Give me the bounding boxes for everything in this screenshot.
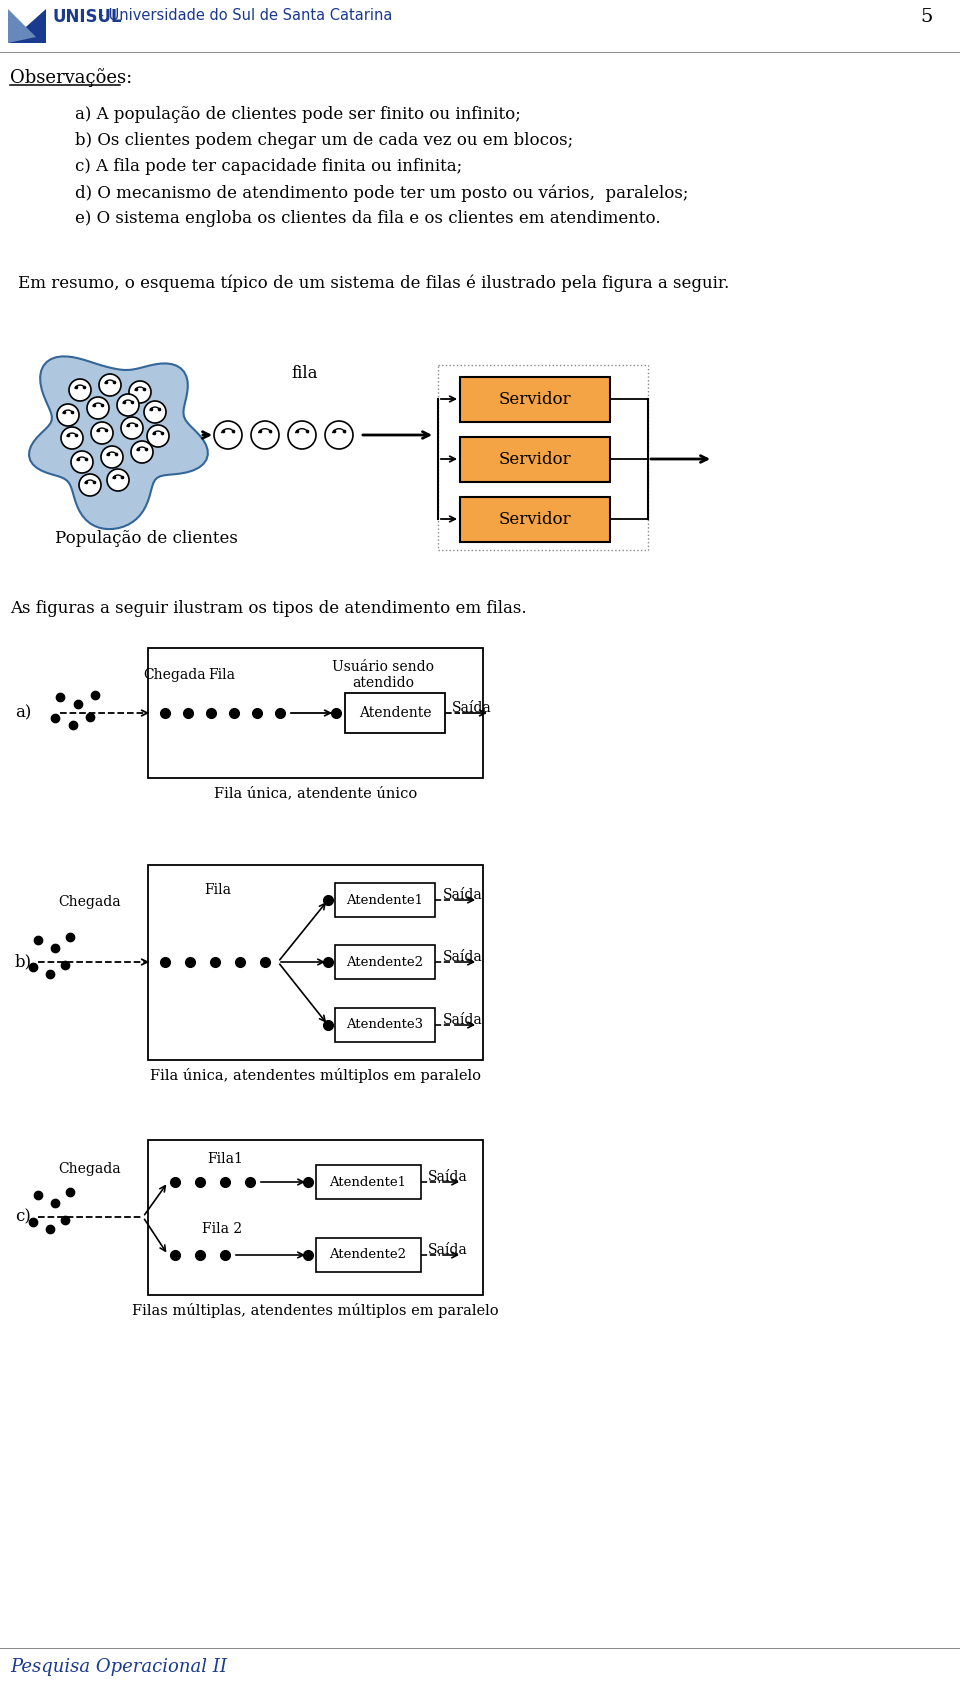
Circle shape bbox=[129, 381, 151, 403]
Circle shape bbox=[87, 398, 109, 420]
Circle shape bbox=[107, 468, 129, 490]
Circle shape bbox=[144, 401, 166, 423]
Bar bbox=[316, 1238, 421, 1272]
Text: Fila: Fila bbox=[204, 883, 231, 896]
Text: Atendente2: Atendente2 bbox=[329, 1249, 406, 1262]
Text: Fila única, atendentes múltiplos em paralelo: Fila única, atendentes múltiplos em para… bbox=[150, 1068, 481, 1083]
Bar bbox=[148, 1141, 483, 1296]
Circle shape bbox=[57, 404, 79, 426]
Circle shape bbox=[121, 416, 143, 440]
Text: Saída: Saída bbox=[443, 888, 483, 901]
Text: Servidor: Servidor bbox=[498, 511, 571, 527]
Text: c): c) bbox=[15, 1208, 31, 1225]
Text: b) Os clientes podem chegar um de cada vez ou em blocos;: b) Os clientes podem chegar um de cada v… bbox=[75, 131, 573, 148]
Text: a) A população de clientes pode ser finito ou infinito;: a) A população de clientes pode ser fini… bbox=[75, 106, 520, 123]
Circle shape bbox=[131, 441, 153, 463]
Text: Chegada: Chegada bbox=[144, 667, 206, 682]
Circle shape bbox=[61, 426, 83, 448]
Circle shape bbox=[251, 421, 279, 448]
Text: c) A fila pode ter capacidade finita ou infinita;: c) A fila pode ter capacidade finita ou … bbox=[75, 158, 462, 175]
Text: Saída: Saída bbox=[452, 701, 492, 714]
Text: Saída: Saída bbox=[428, 1244, 468, 1257]
Text: Usuário sendo
atendido: Usuário sendo atendido bbox=[332, 661, 434, 691]
Text: As figuras a seguir ilustram os tipos de atendimento em filas.: As figuras a seguir ilustram os tipos de… bbox=[10, 600, 527, 617]
Text: Filas múltiplas, atendentes múltiplos em paralelo: Filas múltiplas, atendentes múltiplos em… bbox=[132, 1303, 499, 1318]
Text: Em resumo, o esquema típico de um sistema de filas é ilustrado pela figura a seg: Em resumo, o esquema típico de um sistem… bbox=[18, 275, 730, 293]
Bar bbox=[335, 1008, 435, 1041]
Circle shape bbox=[91, 421, 113, 445]
Circle shape bbox=[325, 421, 353, 448]
Bar bbox=[335, 883, 435, 917]
Text: Fila 2: Fila 2 bbox=[202, 1222, 242, 1237]
Text: Observações:: Observações: bbox=[10, 67, 132, 88]
Text: Chegada: Chegada bbox=[59, 1163, 121, 1176]
Bar bbox=[460, 497, 610, 543]
Text: UNISUL: UNISUL bbox=[52, 8, 122, 25]
Bar bbox=[148, 649, 483, 778]
Bar bbox=[438, 366, 648, 549]
Text: - Universidade do Sul de Santa Catarina: - Universidade do Sul de Santa Catarina bbox=[94, 8, 393, 24]
Circle shape bbox=[101, 447, 123, 468]
Polygon shape bbox=[29, 357, 207, 529]
Circle shape bbox=[79, 473, 101, 495]
Bar bbox=[345, 693, 445, 733]
Text: Saída: Saída bbox=[443, 1013, 483, 1026]
Bar bbox=[148, 864, 483, 1060]
Bar bbox=[460, 377, 610, 421]
Circle shape bbox=[147, 425, 169, 447]
Text: População de clientes: População de clientes bbox=[55, 531, 238, 548]
Text: Atendente1: Atendente1 bbox=[329, 1176, 406, 1188]
Text: Fila única, atendente único: Fila única, atendente único bbox=[214, 785, 418, 800]
Bar bbox=[460, 436, 610, 482]
Text: Servidor: Servidor bbox=[498, 450, 571, 467]
Circle shape bbox=[71, 452, 93, 473]
Text: Fila1: Fila1 bbox=[207, 1153, 243, 1166]
Text: b): b) bbox=[15, 954, 32, 971]
Circle shape bbox=[117, 394, 139, 416]
Text: Pesquisa Operacional II: Pesquisa Operacional II bbox=[10, 1658, 227, 1677]
Text: 5: 5 bbox=[920, 8, 932, 25]
Text: Servidor: Servidor bbox=[498, 391, 571, 408]
Text: Atendente3: Atendente3 bbox=[347, 1018, 423, 1031]
Text: d) O mecanismo de atendimento pode ter um posto ou vários,  paralelos;: d) O mecanismo de atendimento pode ter u… bbox=[75, 184, 688, 202]
Text: Atendente2: Atendente2 bbox=[347, 955, 423, 969]
Text: Fila: Fila bbox=[208, 667, 235, 682]
Polygon shape bbox=[8, 8, 36, 44]
Text: Saída: Saída bbox=[428, 1169, 468, 1185]
Circle shape bbox=[69, 379, 91, 401]
Text: Chegada: Chegada bbox=[59, 895, 121, 908]
Text: Atendente1: Atendente1 bbox=[347, 893, 423, 907]
Text: Saída: Saída bbox=[443, 950, 483, 964]
Circle shape bbox=[214, 421, 242, 448]
Circle shape bbox=[99, 374, 121, 396]
Text: a): a) bbox=[15, 704, 32, 721]
Text: fila: fila bbox=[292, 366, 319, 382]
Text: e) O sistema engloba os clientes da fila e os clientes em atendimento.: e) O sistema engloba os clientes da fila… bbox=[75, 211, 660, 227]
Circle shape bbox=[288, 421, 316, 448]
Polygon shape bbox=[8, 8, 46, 44]
Bar bbox=[316, 1164, 421, 1200]
Text: Atendente: Atendente bbox=[359, 706, 431, 719]
Bar bbox=[335, 945, 435, 979]
